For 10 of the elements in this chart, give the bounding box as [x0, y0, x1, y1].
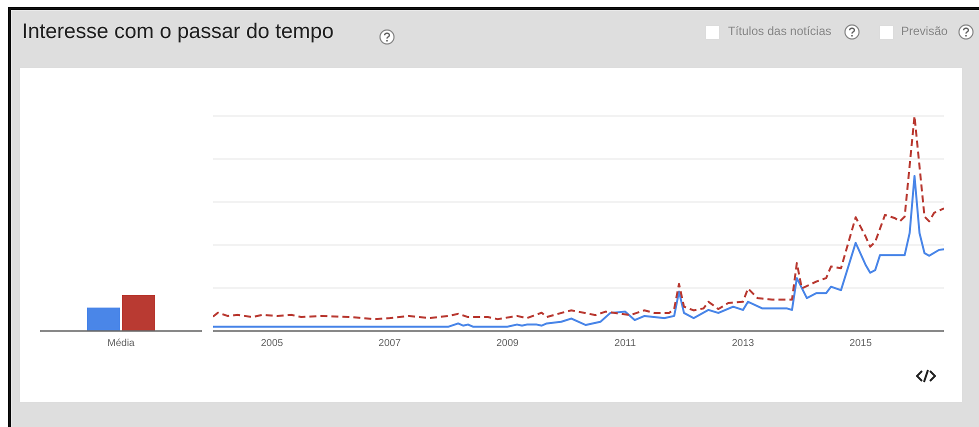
text: Títulos das notícias [728, 24, 832, 38]
x-tick-label: 2005 [260, 338, 284, 350]
x-tick-label: 2007 [378, 338, 402, 350]
x-tick-label: 2013 [732, 338, 755, 350]
chart-title: Interesse com o passar do tempo [22, 20, 334, 44]
x-tick-label: 2011 [614, 338, 636, 350]
x-tick-label: Média [107, 338, 136, 350]
text: Previsão [901, 24, 948, 38]
x-tick-label: 2015 [850, 338, 872, 350]
x-tick-label: 2009 [496, 338, 520, 350]
